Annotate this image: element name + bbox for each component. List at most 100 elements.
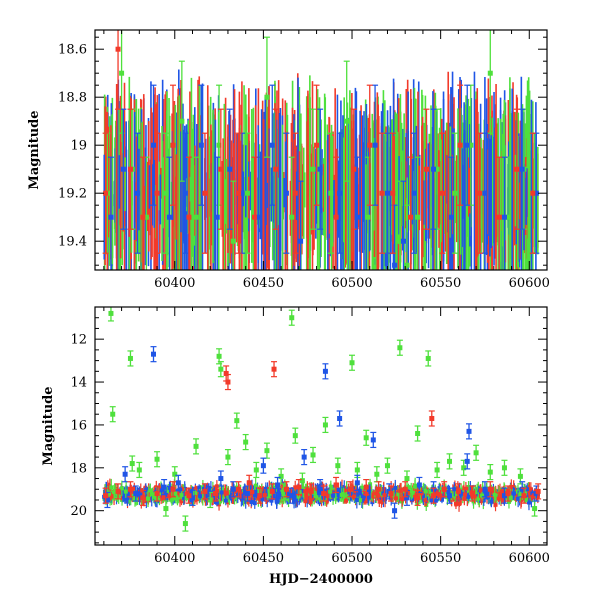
data-point [214,214,220,220]
observation-point [289,489,294,494]
observation-point [317,493,322,498]
observation-point [379,489,384,494]
observation-point [218,499,223,504]
plot-frame [94,29,548,271]
data-point [289,214,295,220]
observation-point [400,497,405,502]
data-point [150,351,156,357]
observation-point [109,493,114,498]
observation-point [366,491,371,496]
data-point [431,166,437,172]
observation-point [476,496,481,501]
observation-point [342,486,347,491]
observation-point [435,491,440,496]
data-point [464,142,470,148]
observation-point [429,498,434,503]
x-tick-label: 60550 [420,551,461,566]
data-point [354,214,360,220]
data-point [363,435,369,441]
data-point [464,458,470,464]
series-1 [104,346,540,519]
data-point [317,484,323,490]
data-point [143,214,149,220]
data-point [269,488,275,494]
data-point [271,366,277,372]
observation-point [358,498,363,503]
data-point [514,166,520,172]
data-point [140,495,146,501]
data-point [521,493,527,499]
data-point [482,190,488,196]
data-point [392,262,398,268]
observation-point [492,492,497,497]
observation-point [459,491,464,496]
observation-point [214,500,219,505]
bottom-panel: 60400 60450 60500 60550 60600 12 14 16 18 20 Magni… [41,306,550,587]
observation-point [335,489,340,494]
data-point [322,422,328,428]
observation-point [107,491,112,496]
data-point [140,214,146,220]
observation-point [223,498,228,503]
data-point [344,118,350,124]
data-point [103,493,109,499]
observation-point [418,486,423,491]
data-point [439,190,445,196]
observation-point [516,496,521,501]
observation-point [253,483,258,488]
data-point [182,190,188,196]
data-point [296,484,302,490]
observation-point [157,497,162,502]
x-axis: 60400 60450 60500 60550 60600 [103,30,550,291]
observation-point [159,488,164,493]
observation-point [433,496,438,501]
data-point [218,476,224,482]
data-point [415,495,421,501]
data-point [252,214,258,220]
x-tick-label: 60400 [154,551,195,566]
plot-area [102,307,542,532]
data-point [244,190,250,196]
observation-point [393,496,398,501]
observation-point [406,485,411,490]
data-point [397,238,403,244]
observation-point [120,490,125,495]
data-point [416,482,422,488]
observation-point [226,491,231,496]
observation-point [485,491,490,496]
y-tick-label: 20 [70,504,87,519]
data-point [278,473,284,479]
data-point [115,488,121,494]
y-tick-label: 12 [70,333,87,348]
observation-point [148,488,153,493]
observation-point [260,487,265,492]
data-point [415,431,421,437]
data-point [457,142,463,148]
observation-point [281,492,286,497]
observation-point [526,491,531,496]
observation-point [530,491,535,496]
observation-point [198,494,203,499]
observation-point [255,494,260,499]
data-point [186,214,192,220]
data-point [333,214,339,220]
data-point [354,480,360,486]
data-point [487,70,493,76]
data-point [314,142,320,148]
data-point [166,214,172,220]
data-point [127,166,133,172]
data-point [283,190,289,196]
x-tick-label: 60600 [509,551,550,566]
data-point [390,190,396,196]
observation-point [468,485,473,490]
series-2 [102,30,536,270]
observation-point [441,491,446,496]
observation-point [452,487,457,492]
observation-point [250,490,255,495]
data-point [218,166,224,172]
data-point [408,214,414,220]
data-point [482,486,488,492]
observation-point [316,495,321,500]
data-point [133,491,139,497]
data-point [269,142,275,148]
